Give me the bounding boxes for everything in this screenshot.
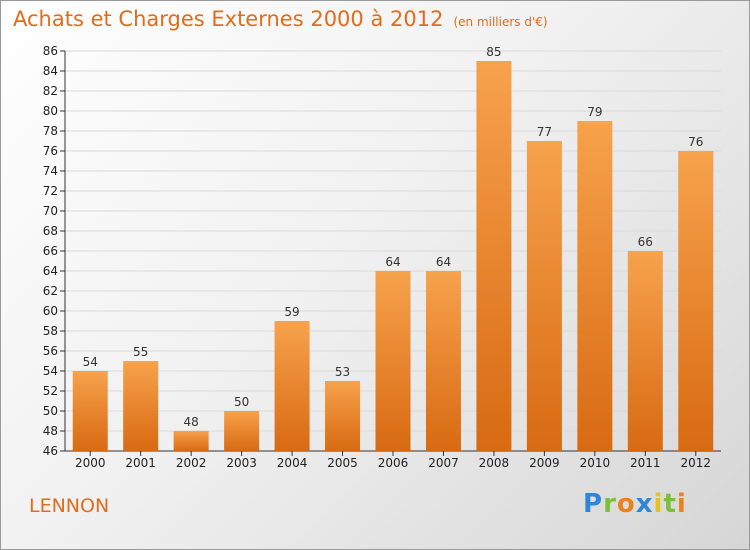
bar: [577, 121, 613, 451]
y-tick-label: 86: [43, 44, 58, 58]
bar-value-label: 50: [234, 395, 249, 409]
y-tick-label: 50: [43, 404, 58, 418]
x-tick-label: 2005: [327, 456, 358, 470]
y-tick-label: 70: [43, 204, 58, 218]
bar: [173, 431, 209, 451]
bar: [425, 271, 461, 451]
y-tick-label: 58: [43, 324, 58, 338]
y-tick-label: 82: [43, 84, 58, 98]
bar: [627, 251, 663, 451]
logo-letter: o: [616, 489, 636, 519]
bar-value-label: 64: [385, 255, 400, 269]
bar-value-label: 66: [638, 235, 653, 249]
x-tick-label: 2001: [125, 456, 156, 470]
y-tick-label: 80: [43, 104, 58, 118]
chart-unit: (en milliers d'€): [453, 15, 548, 29]
y-tick-label: 78: [43, 124, 58, 138]
bar-value-label: 48: [184, 415, 199, 429]
bar-value-label: 64: [436, 255, 451, 269]
x-tick-label: 2004: [277, 456, 308, 470]
y-tick-label: 76: [43, 144, 58, 158]
bar-value-label: 55: [133, 345, 148, 359]
logo-letter: t: [663, 489, 677, 519]
commune-name: LENNON: [29, 495, 110, 517]
y-tick-label: 84: [43, 64, 58, 78]
bar: [72, 371, 108, 451]
y-tick-label: 68: [43, 224, 58, 238]
bar: [678, 151, 714, 451]
y-tick-label: 56: [43, 344, 58, 358]
bar: [375, 271, 411, 451]
logo-letter: i: [653, 489, 664, 519]
x-tick-label: 2000: [75, 456, 106, 470]
y-tick-label: 62: [43, 284, 58, 298]
logo-letter: x: [635, 489, 654, 519]
y-tick-label: 52: [43, 384, 58, 398]
logo-letter: P: [583, 489, 604, 519]
bar-value-label: 77: [537, 125, 552, 139]
logo-letter: i: [676, 489, 687, 519]
bar: [325, 381, 361, 451]
bar-value-label: 79: [587, 105, 602, 119]
bar: [526, 141, 562, 451]
x-tick-label: 2012: [680, 456, 711, 470]
bar-value-label: 85: [486, 45, 501, 59]
y-tick-label: 64: [43, 264, 58, 278]
bar-value-label: 76: [688, 135, 703, 149]
x-tick-label: 2008: [479, 456, 510, 470]
bar: [123, 361, 159, 451]
y-tick-label: 54: [43, 364, 58, 378]
y-tick-label: 48: [43, 424, 58, 438]
x-tick-label: 2002: [176, 456, 207, 470]
y-tick-label: 46: [43, 444, 58, 458]
bar-value-label: 59: [284, 305, 299, 319]
x-tick-label: 2007: [428, 456, 459, 470]
bar: [274, 321, 310, 451]
bar: [224, 411, 260, 451]
logo-letter: r: [603, 489, 617, 519]
bar: [476, 61, 512, 451]
y-tick-label: 60: [43, 304, 58, 318]
bar-value-label: 53: [335, 365, 350, 379]
y-tick-label: 74: [43, 164, 58, 178]
y-tick-label: 72: [43, 184, 58, 198]
x-tick-label: 2011: [630, 456, 661, 470]
x-tick-label: 2003: [226, 456, 257, 470]
x-tick-label: 2010: [580, 456, 611, 470]
y-tick-label: 66: [43, 244, 58, 258]
bar-value-label: 54: [83, 355, 98, 369]
chart-title-text: Achats et Charges Externes 2000 à 2012: [13, 7, 444, 31]
chart-title: Achats et Charges Externes 2000 à 2012 (e…: [13, 7, 548, 31]
x-tick-label: 2006: [378, 456, 409, 470]
x-tick-label: 2009: [529, 456, 560, 470]
proxiti-logo: Proxiti: [583, 489, 687, 519]
